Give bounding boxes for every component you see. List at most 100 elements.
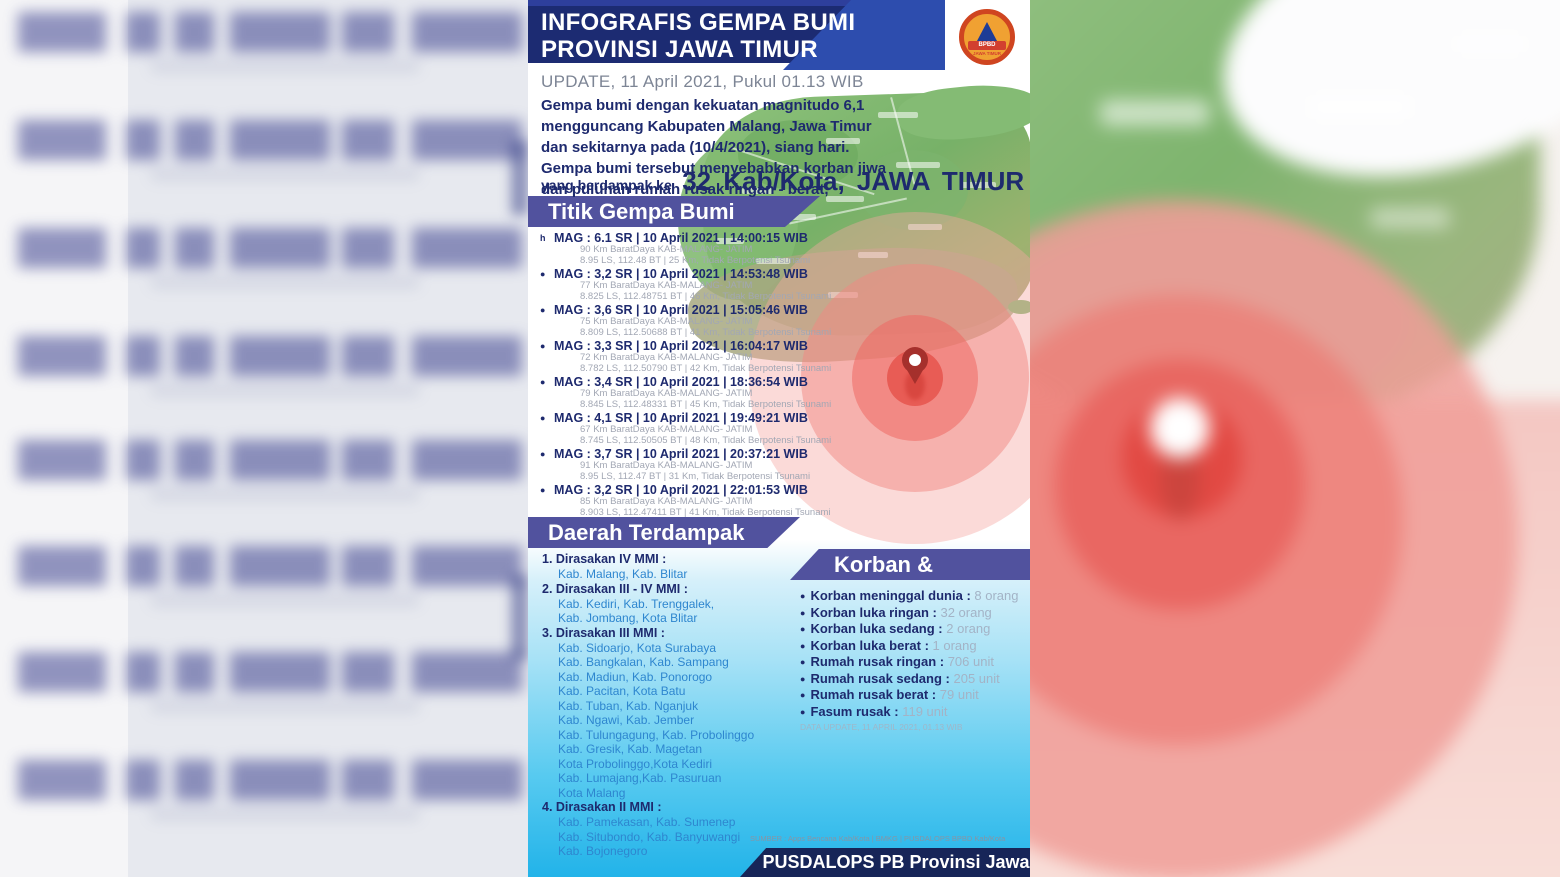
bg-blur-row — [0, 120, 528, 181]
affected-line: Kab. Lumajang,Kab. Pasuruan — [558, 771, 722, 785]
quake-coord-line: 8.745 LS, 112.50505 BT | 48 Km, Tidak Be… — [580, 434, 832, 446]
bg-blur-fragment — [511, 575, 528, 660]
bg-pin-dot — [1150, 398, 1210, 458]
quake-mag-text: MAG : 3,6 SR | 10 April 2021 | 15:05:46 … — [554, 303, 808, 317]
map-label-chip — [786, 214, 816, 220]
quake-mag-line: ● MAG : 3,7 SR | 10 April 2021 | 20:37:21… — [540, 447, 870, 461]
quake-mag-text: MAG : 3,2 SR | 10 April 2021 | 22:01:53 … — [554, 483, 808, 497]
data-update-note: DATA UPDATE, 11 APRIL 2021, 01.13 WIB — [800, 722, 963, 732]
page-title-line2: PROVINSI JAWA TIMUR — [541, 36, 818, 63]
event-description: Gempa bumi dengan kekuatan magnitudo 6,1… — [541, 97, 887, 198]
quake-location-line: 72 Km BaratDaya KAB-MALANG- JATIM — [580, 352, 753, 363]
bg-blur-fragment — [511, 140, 528, 215]
casualty-value: 1 orang — [932, 637, 977, 653]
bpbd-logo-subtext: JAWA TIMUR — [972, 51, 1002, 56]
affected-line: Kab. Madiun, Kab. Ponorogo — [558, 669, 713, 684]
map-islet — [1008, 300, 1030, 314]
bg-blur-row — [0, 652, 528, 713]
affected-line: Kab. Bojonegoro — [558, 844, 648, 858]
bottom-gradient — [528, 540, 1030, 877]
impact-prefix: yang berdampak ke — [541, 177, 672, 193]
bullet-icon: ● — [540, 269, 546, 279]
bg-label-chip — [1455, 35, 1525, 53]
affected-line: Kota Probolinggo,Kota Kediri — [558, 756, 713, 771]
casualty-label: Korban luka berat : — [810, 637, 929, 653]
map-label-chip — [826, 138, 860, 144]
impact-value: 32 Kab/Kota, JAWA TIMUR — [682, 166, 1025, 196]
quake-location-line: 75 Km BaratDaya KAB-MALANG- JATIM — [580, 316, 753, 327]
affected-line: Kab. Jombang, Kota Blitar — [558, 611, 698, 625]
quake-location-line: 79 Km BaratDaya KAB-MALANG- JATIM — [580, 388, 753, 399]
casualty-label: Fasum rusak : — [810, 703, 899, 719]
bullet-icon: ● — [540, 341, 546, 351]
casualty-value: 205 unit — [953, 670, 1000, 686]
quake-entry: ● MAG : 4,1 SR | 10 April 2021 | 19:49:21… — [540, 411, 870, 446]
infographic-panel: INFOGRAFIS GEMPA BUMI PROVINSI JAWA TIMU… — [528, 0, 1030, 877]
bg-label-chip — [1310, 95, 1410, 119]
affected-group-heading: 2. Dirasakan III - IV MMI : — [542, 581, 688, 596]
bullet-icon: ● — [540, 413, 546, 423]
quake-coord-line: 8.782 LS, 112.50790 BT | 42 Km, Tidak Be… — [580, 362, 832, 374]
quake-coord-line: 8.95 LS, 112.47 BT | 31 Km, Tidak Berpot… — [580, 470, 811, 482]
casualty-row: ● Rumah rusak ringan : 706 unit — [800, 654, 1030, 671]
casualty-row: ● Rumah rusak sedang : 205 unit — [800, 671, 1030, 688]
bullet-icon: ● — [800, 624, 806, 634]
casualty-value: 79 unit — [939, 687, 979, 702]
quake-coord-line: 8.809 LS, 112.50688 BT | 41 Km, Tidak Be… — [580, 326, 832, 338]
map-label-chip — [908, 224, 942, 230]
affected-group: 1. Dirasakan IV MMI : Kab. Malang, Kab. … — [542, 552, 802, 582]
map-label-chip — [858, 252, 888, 258]
casualty-row: ● Korban luka berat : 1 orang — [800, 638, 1030, 655]
affected-group-heading: 1. Dirasakan IV MMI : — [542, 552, 667, 566]
casualty-row: ● Korban luka ringan : 32 orang — [800, 605, 1030, 622]
quake-location-line: 90 Km BaratDaya KAB-MALANG- JATIM — [580, 244, 753, 255]
bpbd-logo-circle: BPBD JAWA TIMUR — [959, 9, 1015, 65]
quake-mag-line: h MAG : 6.1 SR | 10 April 2021 | 14:00:15… — [540, 231, 870, 245]
bullet-icon: ● — [800, 657, 806, 667]
bullet-icon: ● — [540, 485, 546, 495]
affected-group-heading: 4. Dirasakan II MMI : — [542, 800, 662, 814]
casualty-label: Korban luka ringan : — [810, 604, 937, 620]
quake-mag-line: ● MAG : 4,1 SR | 10 April 2021 | 19:49:21… — [540, 411, 870, 425]
map-label-chip — [960, 182, 996, 188]
quake-coord-line: 8.825 LS, 112.48751 BT | 46 Km, Tidak Be… — [580, 290, 832, 302]
quake-mag-text: MAG : 3,4 SR | 10 April 2021 | 18:36:54 … — [554, 375, 808, 389]
section-title-affected: Daerah Terdampak — [528, 517, 800, 548]
quake-location-line: 91 Km BaratDaya KAB-MALANG- JATIM — [580, 460, 753, 471]
map-label-chip — [756, 258, 790, 264]
quake-list: h MAG : 6.1 SR | 10 April 2021 | 14:00:15… — [540, 231, 870, 519]
affected-areas-list: 1. Dirasakan IV MMI : Kab. Malang, Kab. … — [542, 552, 802, 859]
quake-entry: ● MAG : 3,7 SR | 10 April 2021 | 20:37:21… — [540, 447, 870, 482]
casualty-label: Rumah rusak berat : — [810, 687, 937, 702]
background-blur-left — [0, 0, 528, 877]
affected-line: Kab. Sidoarjo, Kota Surabaya — [558, 640, 717, 655]
casualty-list: ● Korban meninggal dunia : 8 orang ● Korba… — [800, 588, 1030, 732]
affected-group-heading: 3. Dirasakan III MMI : — [542, 625, 665, 640]
bullet-icon: ● — [800, 706, 806, 717]
quake-mag-text: MAG : 4,1 SR | 10 April 2021 | 19:49:21 … — [554, 411, 808, 425]
map-label-chip — [742, 188, 772, 194]
affected-line: Kab. Malang, Kab. Blitar — [558, 567, 688, 581]
section-title-casualties: Korban & Kerusakan — [790, 549, 1030, 580]
update-timestamp: UPDATE, 11 April 2021, Pukul 01.13 WIB — [541, 72, 864, 91]
quake-entry: ● MAG : 3,2 SR | 10 April 2021 | 14:53:48… — [540, 267, 870, 302]
bullet-icon: h — [540, 233, 546, 243]
map-pin-dot — [909, 354, 921, 366]
quake-entry: ● MAG : 3,2 SR | 10 April 2021 | 22:01:53… — [540, 483, 870, 518]
quake-mag-line: ● MAG : 3,3 SR | 10 April 2021 | 16:04:17… — [540, 339, 870, 353]
casualty-label: Korban meninggal dunia : — [810, 588, 971, 603]
casualty-value: 706 unit — [947, 654, 994, 669]
bg-blur-row — [0, 440, 528, 501]
bpbd-logo: BPBD JAWA TIMUR — [945, 0, 1030, 78]
bg-label-chip — [1100, 100, 1210, 126]
quake-entry: ● MAG : 3,4 SR | 10 April 2021 | 18:36:54… — [540, 375, 870, 410]
casualty-value: 32 orang — [940, 604, 992, 620]
affected-line: Kota Malang — [558, 785, 626, 800]
map-pin-icon — [907, 370, 923, 384]
footer-band: PUSDALOPS PB Provinsi Jawa Timur — [740, 848, 1030, 877]
map-label-chip — [878, 112, 918, 118]
bpbd-logo-text: BPBD — [968, 41, 1006, 50]
bg-label-chip — [1370, 208, 1450, 228]
bullet-icon: ● — [800, 607, 806, 618]
quake-mag-text: MAG : 3,2 SR | 10 April 2021 | 14:53:48 … — [554, 267, 808, 281]
